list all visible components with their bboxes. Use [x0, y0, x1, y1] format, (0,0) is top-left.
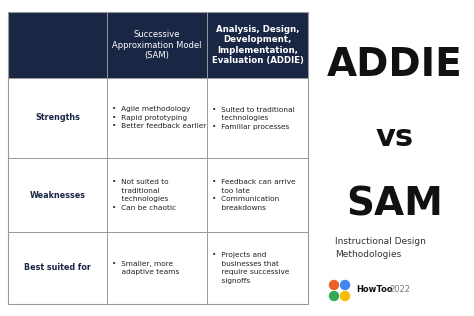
Text: vs: vs — [376, 124, 414, 153]
Text: •  Projects and
    businesses that
    require successive
    signoffs: • Projects and businesses that require s… — [212, 252, 289, 284]
Bar — [8, 12, 308, 304]
Text: Instructional Design
Methodologies: Instructional Design Methodologies — [335, 237, 426, 259]
Circle shape — [329, 291, 338, 301]
Text: Strengths: Strengths — [35, 113, 80, 123]
Text: •  Suited to traditional
    technologies
•  Familiar processes: • Suited to traditional technologies • F… — [212, 106, 295, 130]
Text: •  Smaller, more
    adaptive teams: • Smaller, more adaptive teams — [112, 261, 179, 275]
Text: Analysis, Design,
Development,
Implementation,
Evaluation (ADDIE): Analysis, Design, Development, Implement… — [211, 25, 303, 65]
Text: HowToo: HowToo — [356, 285, 392, 295]
Text: Best suited for: Best suited for — [24, 264, 91, 272]
Text: 2022: 2022 — [389, 285, 410, 295]
Text: ADDIE: ADDIE — [327, 46, 463, 84]
Text: Successive
Approximation Model
(SAM): Successive Approximation Model (SAM) — [112, 30, 202, 60]
Text: •  Not suited to
    traditional
    technologies
•  Can be chaotic: • Not suited to traditional technologies… — [112, 179, 176, 211]
Text: •  Agile methodology
•  Rapid prototyping
•  Better feedback earlier: • Agile methodology • Rapid prototyping … — [112, 106, 206, 130]
Circle shape — [329, 281, 338, 289]
Circle shape — [340, 281, 349, 289]
Text: Weaknesses: Weaknesses — [29, 191, 85, 199]
Bar — [8, 12, 308, 78]
Text: SAM: SAM — [346, 186, 444, 224]
Text: •  Feedback can arrive
    too late
•  Communication
    breakdowns: • Feedback can arrive too late • Communi… — [212, 179, 296, 211]
Circle shape — [340, 291, 349, 301]
